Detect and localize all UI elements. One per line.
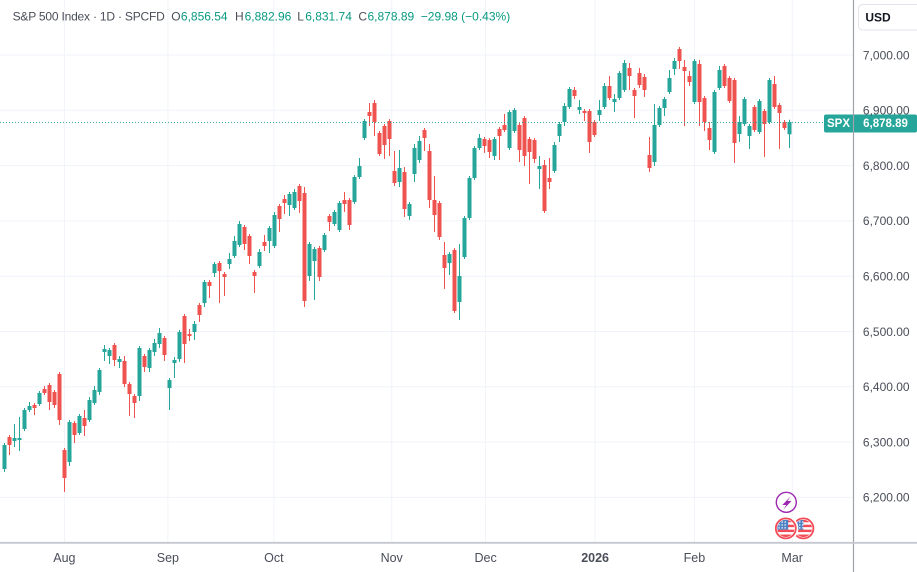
svg-text:7,000.00: 7,000.00 bbox=[863, 48, 910, 62]
svg-text:O: O bbox=[171, 9, 180, 23]
svg-text:Mar: Mar bbox=[781, 551, 803, 565]
svg-text:−29.98 (−0.43%): −29.98 (−0.43%) bbox=[421, 9, 510, 23]
svg-text:6,200.00: 6,200.00 bbox=[863, 491, 910, 505]
svg-text:6,500.00: 6,500.00 bbox=[863, 325, 910, 339]
svg-text:6,300.00: 6,300.00 bbox=[863, 435, 910, 449]
svg-text:6,400.00: 6,400.00 bbox=[863, 380, 910, 394]
svg-text:6,800.00: 6,800.00 bbox=[863, 159, 910, 173]
svg-text:SPX: SPX bbox=[827, 118, 850, 130]
svg-text:H: H bbox=[235, 9, 244, 23]
svg-text:USD: USD bbox=[865, 11, 891, 25]
svg-text:S&P 500 Index · 1D · SPCFD: S&P 500 Index · 1D · SPCFD bbox=[13, 9, 166, 23]
svg-text:Nov: Nov bbox=[381, 551, 404, 565]
svg-text:Feb: Feb bbox=[684, 551, 706, 565]
svg-text:6,856.54: 6,856.54 bbox=[181, 9, 228, 23]
svg-text:6,600.00: 6,600.00 bbox=[863, 270, 910, 284]
svg-text:6,900.00: 6,900.00 bbox=[863, 104, 910, 118]
svg-text:6,882.96: 6,882.96 bbox=[245, 9, 292, 23]
svg-text:C: C bbox=[358, 9, 367, 23]
svg-text:2026: 2026 bbox=[581, 551, 609, 565]
svg-text:L: L bbox=[297, 9, 304, 23]
svg-text:6,878.89: 6,878.89 bbox=[863, 118, 908, 130]
svg-text:6,831.74: 6,831.74 bbox=[305, 9, 352, 23]
svg-text:Sep: Sep bbox=[157, 551, 179, 565]
svg-text:6,700.00: 6,700.00 bbox=[863, 214, 910, 228]
svg-text:Dec: Dec bbox=[474, 551, 496, 565]
svg-text:Aug: Aug bbox=[53, 551, 75, 565]
svg-text:Oct: Oct bbox=[264, 551, 284, 565]
svg-text:6,878.89: 6,878.89 bbox=[368, 9, 415, 23]
